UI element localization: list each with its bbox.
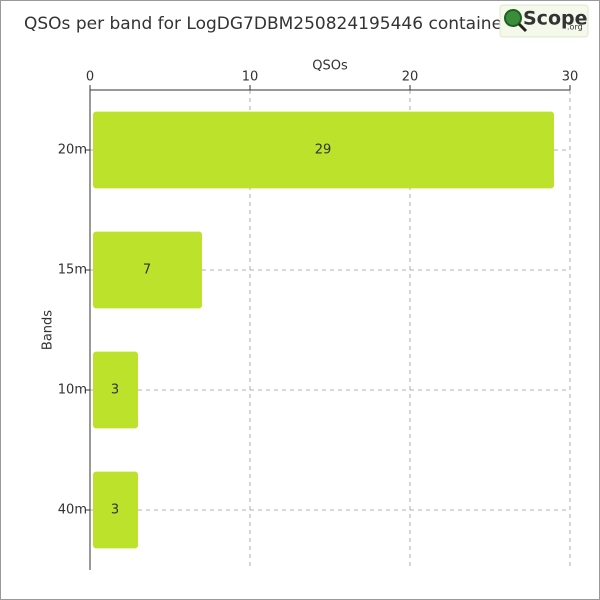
y-axis-label: Bands [41, 310, 56, 350]
value-label: 29 [315, 143, 332, 158]
x-tick-label: 30 [562, 70, 579, 85]
y-tick-label: 15m [58, 263, 87, 278]
value-label: 3 [111, 503, 119, 518]
logo-text: Scope [523, 8, 588, 30]
logo-suffix: .org [567, 23, 583, 32]
bar [93, 231, 202, 309]
bar [93, 351, 138, 429]
bar [93, 471, 138, 549]
y-tick-label: 20m [58, 143, 87, 158]
y-tick-label: 40m [58, 503, 87, 518]
value-label: 7 [143, 263, 151, 278]
x-axis-label: QSOs [312, 59, 348, 74]
value-label: 3 [111, 383, 119, 398]
chart-title: QSOs per band for LogDG7DBM250824195446 … [24, 14, 513, 34]
x-tick-label: 10 [242, 70, 259, 85]
y-tick-label: 10m [58, 383, 87, 398]
x-tick-label: 20 [402, 70, 419, 85]
bar [93, 111, 554, 189]
x-tick-label: 0 [86, 70, 94, 85]
logo-lens [504, 9, 522, 27]
logo-handle [517, 22, 528, 33]
logo: Scope .org [499, 4, 589, 38]
